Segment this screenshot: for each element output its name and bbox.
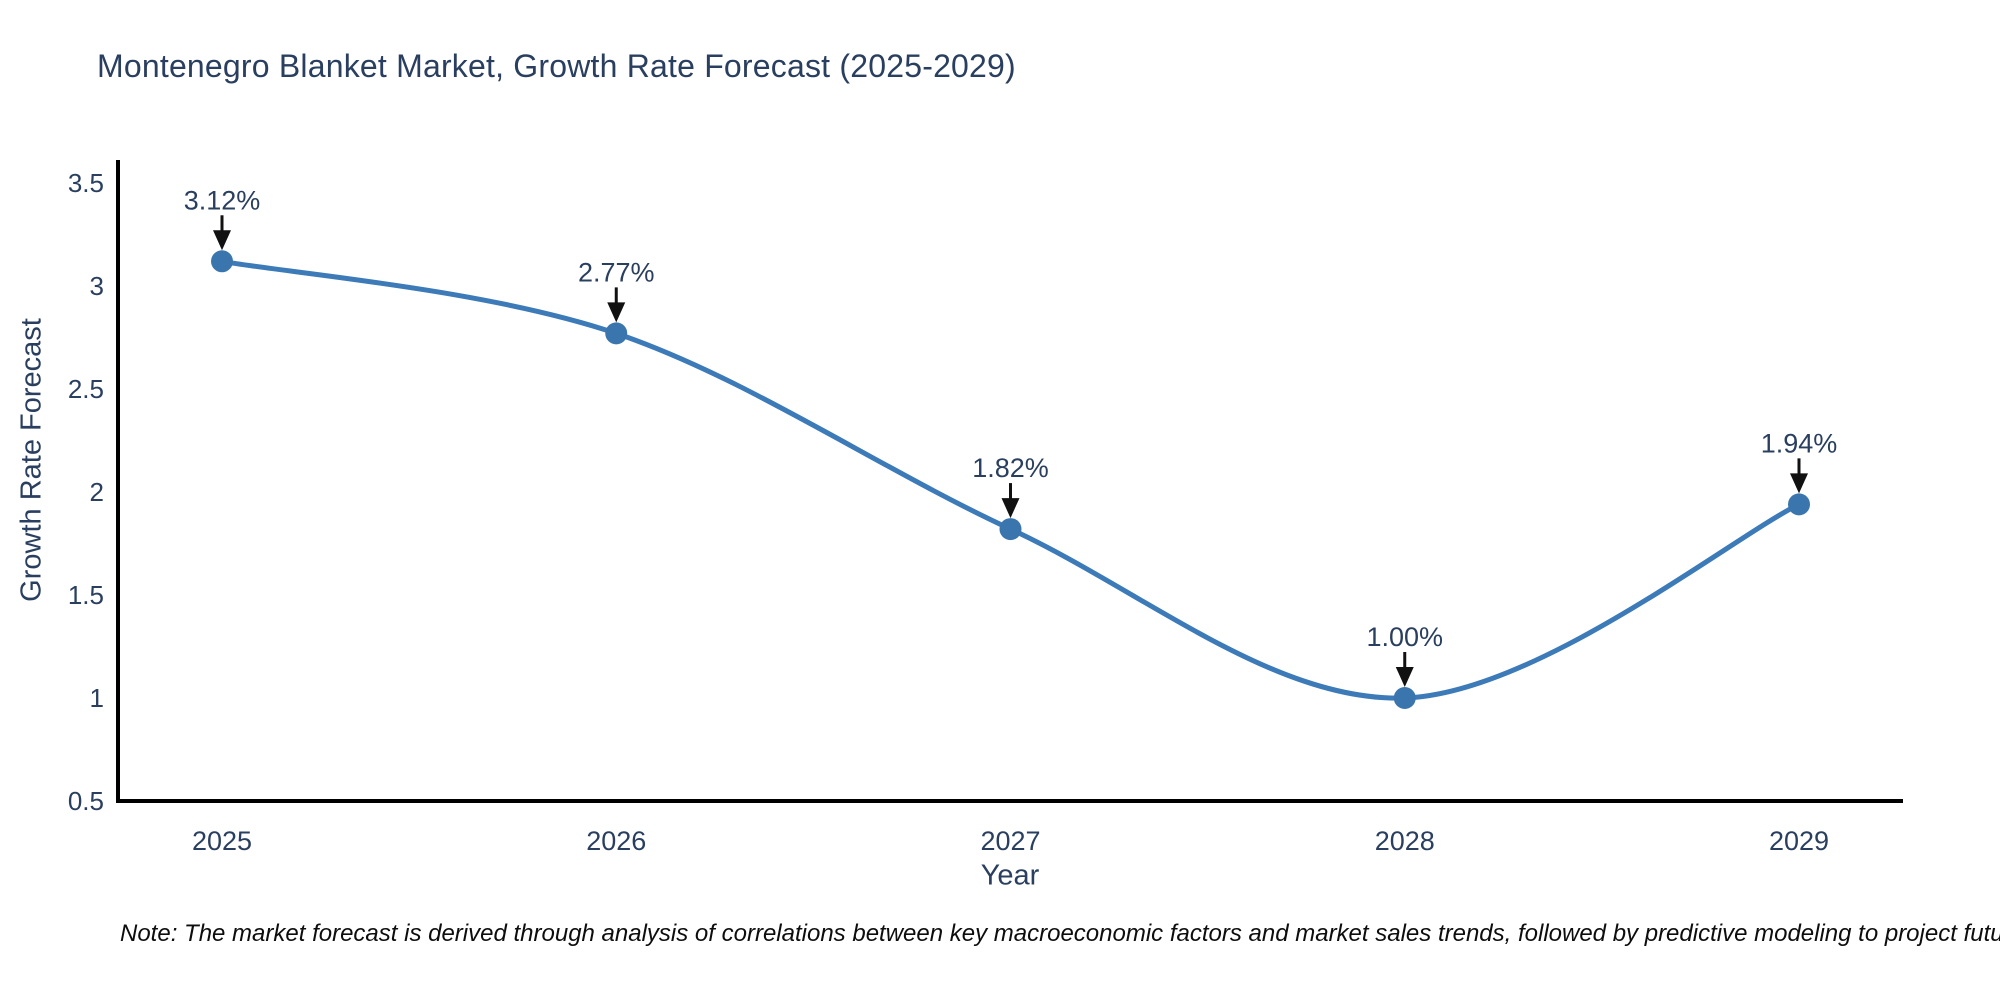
point-value-label: 1.00%	[1366, 622, 1443, 652]
y-tick-label: 3	[90, 271, 104, 301]
annotation-arrow-head	[1001, 498, 1020, 519]
x-tick-label: 2027	[980, 826, 1040, 856]
data-point-marker[interactable]	[211, 250, 233, 273]
x-tick-label: 2029	[1769, 826, 1829, 856]
y-tick-label: 0.5	[68, 786, 104, 816]
y-tick-label: 2	[90, 477, 104, 507]
chart-footnote: Note: The market forecast is derived thr…	[120, 920, 2000, 947]
annotation-arrow-head	[1790, 473, 1808, 494]
data-point-marker[interactable]	[605, 322, 628, 345]
y-tick-label: 1.5	[68, 580, 104, 610]
y-tick-label: 2.5	[68, 374, 104, 404]
y-tick-label: 1	[90, 683, 104, 713]
x-tick-label: 2026	[586, 826, 646, 856]
annotation-arrow-head	[1395, 667, 1414, 687]
data-point-marker[interactable]	[1788, 493, 1810, 516]
point-value-label: 3.12%	[184, 185, 261, 215]
y-tick-label: 3.5	[68, 168, 104, 198]
data-point-marker[interactable]	[1393, 687, 1416, 709]
annotation-arrow-head	[213, 230, 231, 251]
chart-title: Montenegro Blanket Market, Growth Rate F…	[97, 48, 1016, 84]
data-point-marker[interactable]	[999, 518, 1022, 541]
point-value-label: 2.77%	[578, 257, 655, 287]
x-tick-label: 2028	[1375, 826, 1435, 856]
x-axis-title: Year	[980, 859, 1040, 892]
point-value-label: 1.94%	[1761, 428, 1838, 458]
x-tick-label: 2025	[192, 826, 252, 856]
annotation-arrow-head	[607, 302, 626, 323]
point-value-label: 1.82%	[972, 453, 1049, 483]
